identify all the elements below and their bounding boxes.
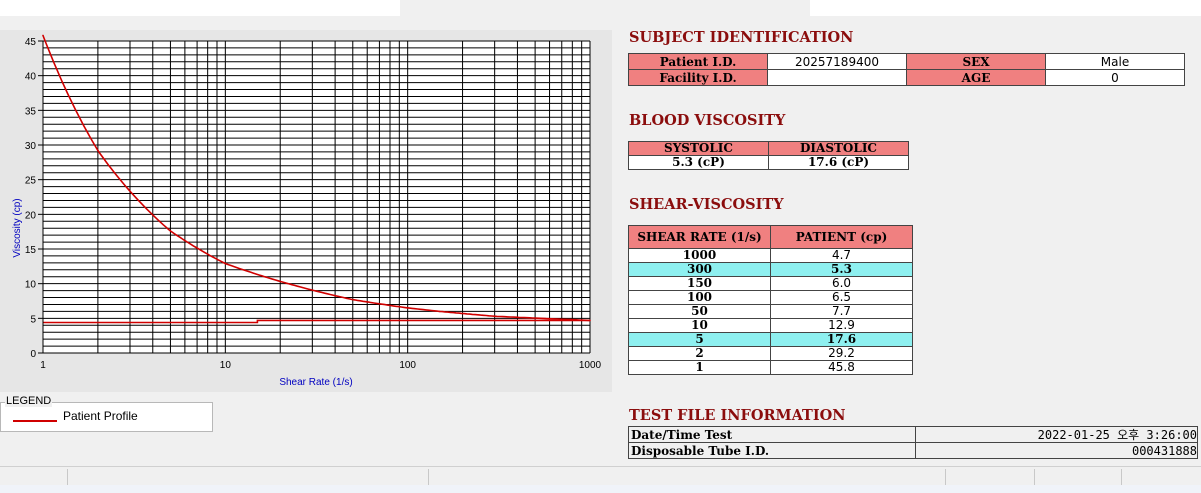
datetime-value: 2022-01-25 오후 3:26:00 xyxy=(915,426,1198,443)
status-divider xyxy=(945,469,946,491)
patient-cp-cell: 7.7 xyxy=(770,304,913,319)
patient-cp-header: PATIENT (cp) xyxy=(770,225,913,249)
status-bar xyxy=(0,466,1201,493)
y-tick-label: 30 xyxy=(25,141,37,152)
shear-rate-cell: 100 xyxy=(628,290,771,305)
shear-viscosity-table: SHEAR RATE (1/s) PATIENT (cp) 1000 4.7 300… xyxy=(628,225,913,375)
chart-legend: LEGEND Patient Profile xyxy=(0,395,213,432)
shear-rate-cell: 150 xyxy=(628,276,771,291)
data-point xyxy=(493,315,496,318)
x-tick-label: 100 xyxy=(399,360,416,371)
taskbar-strip xyxy=(0,485,1201,493)
diastolic-value: 17.6 (cP) xyxy=(768,155,909,170)
systolic-value: 5.3 (cP) xyxy=(628,155,769,170)
facility-id-value xyxy=(767,69,907,86)
shear-rate-cell: 50 xyxy=(628,304,771,319)
y-tick-label: 35 xyxy=(25,106,37,117)
shear-row: 2 29.2 xyxy=(628,346,913,361)
legend-title: LEGEND xyxy=(5,395,53,407)
y-tick-label: 25 xyxy=(25,176,37,187)
status-divider xyxy=(67,469,68,491)
shear-row: 50 7.7 xyxy=(628,304,913,319)
series-curve-patient-profile xyxy=(42,35,591,322)
x-axis-label: Shear Rate (1/s) xyxy=(279,377,352,388)
shear-rate-cell: 10 xyxy=(628,318,771,333)
facility-id-label: Facility I.D. xyxy=(628,69,768,86)
shear-row: 10 12.9 xyxy=(628,318,913,333)
x-tick-label: 1000 xyxy=(579,360,602,371)
patient-id-label: Patient I.D. xyxy=(628,53,768,70)
patient-cp-cell: 4.7 xyxy=(770,248,913,263)
top-field-right xyxy=(810,0,1201,16)
tube-id-label: Disposable Tube I.D. xyxy=(628,442,916,459)
datetime-label: Date/Time Test xyxy=(628,426,916,443)
viscosity-chart-panel: 1 10 100 1000 0 5 10 15 20 25 30 35 40 45 Shear Rate … xyxy=(0,30,612,392)
shear-row: 1000 4.7 xyxy=(628,248,913,263)
patient-cp-cell: 6.0 xyxy=(770,276,913,291)
y-tick-label: 20 xyxy=(25,210,37,221)
data-point xyxy=(97,149,99,152)
shear-row: 100 6.5 xyxy=(628,290,913,305)
patient-cp-cell: 45.8 xyxy=(770,360,913,375)
blood-viscosity-title: BLOOD VISCOSITY xyxy=(629,112,786,129)
patient-cp-cell: 12.9 xyxy=(770,318,913,333)
data-point xyxy=(169,230,172,232)
subject-table: Patient I.D. 20257189400 SEX Male Facili… xyxy=(628,53,1185,86)
series-baseline-line xyxy=(43,319,590,324)
x-tick-label: 10 xyxy=(220,360,232,371)
y-tick-label: 40 xyxy=(25,72,37,83)
top-toolbar-strip xyxy=(0,0,1201,17)
shear-rate-header: SHEAR RATE (1/s) xyxy=(628,225,771,249)
y-axis-label: Viscosity (cp) xyxy=(12,198,23,257)
tube-id-value: 000431888 xyxy=(915,442,1198,459)
status-divider xyxy=(1121,469,1122,491)
systolic-label: SYSTOLIC xyxy=(628,141,769,156)
shear-row: 300 5.3 xyxy=(628,262,913,277)
patient-cp-cell: 29.2 xyxy=(770,346,913,361)
status-divider xyxy=(1034,469,1035,491)
data-point xyxy=(224,262,227,265)
age-label: AGE xyxy=(906,69,1046,86)
subject-identification-title: SUBJECT IDENTIFICATION xyxy=(629,29,854,46)
age-value: 0 xyxy=(1045,69,1185,86)
test-file-information-title: TEST FILE INFORMATION xyxy=(629,407,846,424)
test-file-table: Date/Time Test 2022-01-25 오후 3:26:00 Dis… xyxy=(628,426,1198,459)
sex-label: SEX xyxy=(906,53,1046,70)
data-point xyxy=(351,298,354,301)
shear-row: 1 45.8 xyxy=(628,360,913,375)
diastolic-label: DIASTOLIC xyxy=(768,141,909,156)
data-point xyxy=(438,310,441,313)
y-tick-label: 5 xyxy=(30,314,36,325)
x-tick-label: 1 xyxy=(40,360,46,371)
data-point xyxy=(42,34,44,37)
legend-label-patient: Patient Profile xyxy=(63,409,138,423)
viscosity-chart: 1 10 100 1000 0 5 10 15 20 25 30 35 40 45 Shear Rate … xyxy=(0,30,612,392)
shear-rate-cell: 1 xyxy=(628,360,771,375)
y-tick-label: 0 xyxy=(30,349,36,360)
y-tick-label: 45 xyxy=(25,37,37,48)
patient-cp-cell: 6.5 xyxy=(770,290,913,305)
shear-viscosity-title: SHEAR-VISCOSITY xyxy=(629,196,784,213)
top-field-left xyxy=(0,0,400,16)
status-divider xyxy=(428,469,429,491)
patient-cp-cell: 17.6 xyxy=(770,332,913,347)
legend-line-swatch xyxy=(13,420,57,422)
patient-cp-cell: 5.3 xyxy=(770,262,913,277)
shear-rate-cell: 300 xyxy=(628,262,771,277)
data-point xyxy=(406,307,409,309)
y-tick-label: 10 xyxy=(25,280,37,291)
y-tick-label: 15 xyxy=(25,245,37,256)
shear-rate-cell: 5 xyxy=(628,332,771,347)
blood-viscosity-table: SYSTOLIC DIASTOLIC 5.3 (cP) 17.6 (cP) xyxy=(628,141,909,170)
shear-row: 150 6.0 xyxy=(628,276,913,291)
sex-value: Male xyxy=(1045,53,1185,70)
shear-row: 5 17.6 xyxy=(628,332,913,347)
shear-rate-cell: 2 xyxy=(628,346,771,361)
shear-rate-cell: 1000 xyxy=(628,248,771,263)
patient-id-value: 20257189400 xyxy=(767,53,907,70)
plot-area xyxy=(43,41,590,353)
